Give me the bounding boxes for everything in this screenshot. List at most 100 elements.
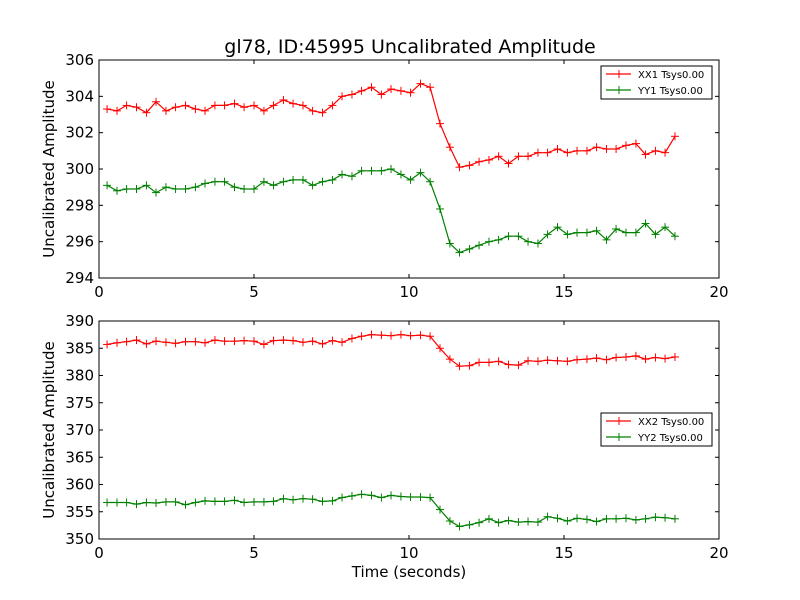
y-tick-label: 302	[65, 124, 94, 142]
data-point	[661, 354, 670, 363]
y-tick-label: 350	[65, 530, 94, 548]
data-point	[298, 494, 307, 503]
data-point	[426, 493, 435, 502]
data-point	[161, 106, 170, 115]
data-point	[201, 496, 210, 505]
y-tick-label: 375	[65, 394, 94, 412]
data-point	[259, 497, 268, 506]
data-point	[455, 522, 464, 531]
series-1	[103, 330, 679, 371]
data-point	[602, 514, 611, 523]
data-point	[504, 232, 513, 241]
data-point	[387, 85, 396, 94]
data-point	[357, 166, 366, 175]
data-point	[308, 106, 317, 115]
data-point	[328, 101, 337, 110]
data-point	[396, 492, 405, 501]
y-tick-label: 304	[65, 87, 94, 105]
data-point	[181, 500, 190, 509]
data-point	[475, 518, 484, 527]
data-point	[259, 106, 268, 115]
data-point	[533, 148, 542, 157]
legend-label: YY2 Tsys0.00	[637, 433, 703, 444]
data-point	[406, 331, 415, 340]
data-point	[661, 513, 670, 522]
data-point	[436, 344, 444, 353]
data-point	[484, 237, 493, 246]
data-point	[543, 512, 552, 521]
data-point	[465, 244, 474, 253]
data-point	[191, 337, 200, 346]
data-point	[543, 356, 552, 365]
data-point	[279, 494, 288, 503]
data-point	[318, 339, 327, 348]
data-point	[240, 184, 249, 193]
data-point	[445, 143, 454, 152]
data-point	[494, 152, 503, 161]
x-axis-label: Time (seconds)	[351, 563, 467, 581]
data-point	[553, 514, 562, 523]
data-point	[631, 228, 640, 237]
data-point	[612, 145, 621, 154]
data-point	[514, 518, 523, 527]
data-point	[543, 148, 552, 157]
data-point	[553, 223, 562, 232]
data-point	[406, 88, 415, 97]
data-point	[298, 101, 307, 110]
data-point	[289, 99, 298, 108]
y-tick-label: 385	[65, 339, 94, 357]
data-point	[406, 175, 415, 184]
data-point	[357, 332, 366, 341]
data-point	[514, 152, 523, 161]
data-point	[269, 101, 278, 110]
data-point	[592, 354, 601, 363]
data-point	[377, 90, 386, 99]
data-point	[563, 357, 572, 366]
data-point	[514, 361, 523, 370]
data-point	[582, 146, 591, 155]
data-point	[455, 163, 464, 172]
y-tick-label: 294	[65, 269, 94, 287]
data-point	[484, 155, 493, 164]
data-point	[161, 338, 170, 347]
data-point	[396, 170, 405, 179]
data-point	[622, 352, 630, 361]
data-point	[592, 143, 601, 152]
data-point	[230, 183, 239, 192]
data-point	[103, 498, 112, 507]
data-point	[122, 101, 131, 110]
data-point	[553, 145, 562, 154]
data-point	[661, 148, 670, 157]
data-point	[338, 92, 347, 101]
data-point	[318, 177, 327, 186]
data-point	[524, 152, 533, 161]
data-point	[631, 515, 640, 524]
data-point	[602, 145, 611, 154]
data-point	[181, 101, 190, 110]
data-point	[201, 179, 210, 188]
data-point	[269, 497, 278, 506]
data-point	[112, 186, 121, 195]
data-point	[573, 355, 582, 364]
data-point	[631, 351, 640, 360]
data-point	[328, 175, 337, 184]
data-point	[573, 146, 582, 155]
data-point	[641, 355, 650, 364]
data-point	[484, 514, 493, 523]
data-point	[533, 518, 542, 527]
data-point	[122, 498, 131, 507]
data-point	[308, 337, 317, 346]
data-point	[445, 355, 454, 364]
data-point	[396, 330, 405, 339]
data-point	[279, 95, 288, 104]
data-point	[661, 223, 670, 232]
data-point	[504, 360, 513, 369]
y-tick-label: 306	[65, 51, 94, 69]
data-point	[455, 362, 464, 371]
data-point	[181, 184, 190, 193]
data-point	[152, 499, 161, 508]
data-point	[377, 493, 386, 502]
data-point	[250, 497, 258, 506]
